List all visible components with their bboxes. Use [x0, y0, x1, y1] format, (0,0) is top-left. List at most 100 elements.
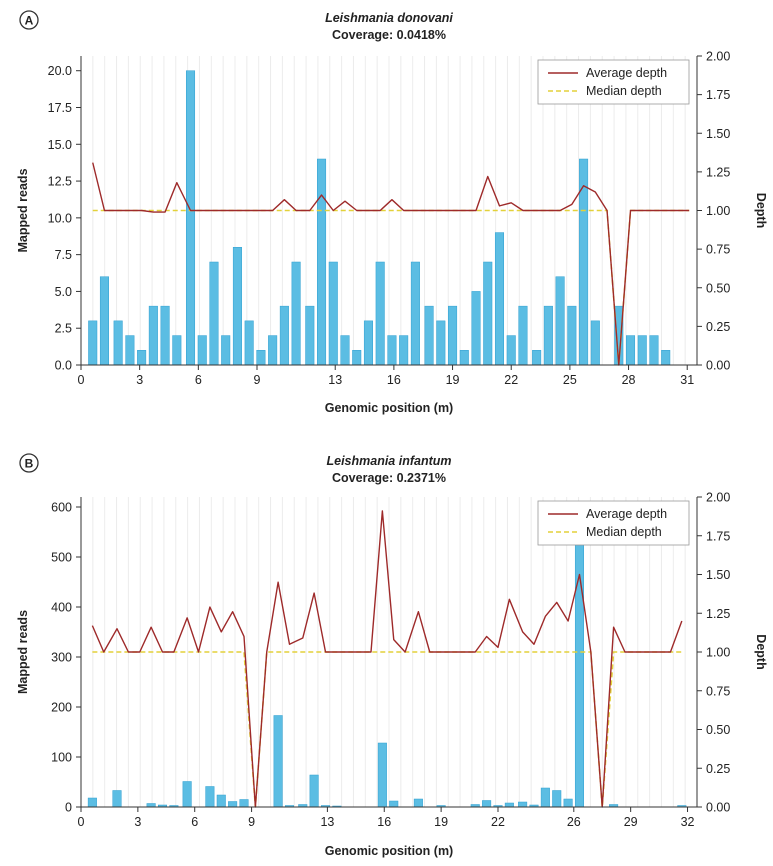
- legend: Average depth Median depth: [537, 500, 690, 546]
- bar: [279, 305, 289, 366]
- bar: [459, 350, 469, 366]
- median-depth-line: [92, 651, 682, 808]
- bar: [482, 800, 492, 808]
- chart-title: Leishmania infantum: [326, 454, 451, 468]
- bar: [574, 519, 585, 808]
- bar: [87, 797, 97, 808]
- chart-subtitle: Coverage: 0.0418%: [332, 28, 446, 42]
- y-right-tick-label: 0.50: [706, 281, 730, 295]
- y-right-tick-label: 1.25: [706, 165, 730, 179]
- y-left-tick-label: 200: [51, 701, 72, 715]
- y-right-tick-label: 1.50: [706, 127, 730, 141]
- bar: [125, 335, 135, 366]
- bar: [377, 742, 387, 808]
- y-right-tick-label: 0.75: [706, 243, 730, 257]
- panel-label: B: [25, 457, 34, 471]
- bar: [413, 798, 423, 808]
- x-tick-label: 25: [563, 373, 577, 387]
- y-right-tick-label: 2.00: [706, 491, 730, 505]
- y-right-tick-label: 0.00: [706, 801, 730, 815]
- x-tick-label: 9: [254, 373, 261, 387]
- bar: [540, 787, 550, 808]
- bar: [309, 774, 319, 808]
- bar-series: [88, 70, 671, 366]
- bar: [363, 320, 373, 366]
- y-left-tick-label: 7.5: [55, 248, 72, 262]
- legend: Average depth Median depth: [537, 59, 690, 105]
- chart-panel-b: B Leishmania infantum Coverage: 0.2371% 0 3 6…: [16, 453, 768, 858]
- x-tick-label: 19: [434, 815, 448, 829]
- bar: [99, 276, 109, 366]
- x-tick-label: 0: [78, 815, 85, 829]
- bar: [518, 305, 528, 366]
- y-left-tick-label: 100: [51, 751, 72, 765]
- x-tick-label: 0: [78, 373, 85, 387]
- bar: [185, 70, 196, 366]
- bar: [209, 261, 219, 366]
- y-left-tick-label: 0: [65, 801, 72, 815]
- legend-box: [537, 500, 690, 546]
- y-axis-label-left: Mapped reads: [16, 168, 30, 252]
- y-right-tick-label: 0.50: [706, 723, 730, 737]
- bar: [340, 335, 350, 366]
- x-tick-label: 31: [680, 373, 694, 387]
- bar: [436, 320, 446, 366]
- bar: [637, 335, 647, 366]
- y-right-tick-label: 1.00: [706, 646, 730, 660]
- y-right-tick-label: 0.00: [706, 359, 730, 373]
- bar: [146, 803, 156, 808]
- y-right-tick-label: 0.25: [706, 320, 730, 334]
- y-right-tick-label: 1.25: [706, 607, 730, 621]
- bar: [387, 335, 397, 366]
- x-tick-label: 32: [681, 815, 695, 829]
- bar: [506, 335, 516, 366]
- legend-label-average: Average depth: [586, 507, 667, 521]
- y-left-tick-label: 2.5: [55, 322, 72, 336]
- bar: [504, 802, 514, 808]
- x-tick-label: 28: [622, 373, 636, 387]
- bar: [328, 261, 338, 366]
- bar: [137, 350, 147, 366]
- bar: [160, 305, 170, 366]
- axes: 0 3 6 9 13 16 19 22 25 28 31 0.0 2.5 5.0 7.5 10.0 12.5 15…: [48, 50, 731, 388]
- average-depth-line: [91, 510, 683, 808]
- bar: [256, 350, 266, 366]
- bar: [625, 335, 636, 366]
- legend-label-median: Median depth: [586, 84, 662, 98]
- x-tick-label: 19: [446, 373, 460, 387]
- x-tick-label: 22: [504, 373, 518, 387]
- bar: [518, 801, 528, 808]
- bar: [239, 799, 249, 808]
- bar: [182, 781, 192, 808]
- y-right-tick-label: 1.75: [706, 88, 730, 102]
- y-right-tick-label: 0.25: [706, 762, 730, 776]
- bar: [483, 261, 493, 366]
- bar: [649, 335, 659, 366]
- chart-title: Leishmania donovani: [325, 11, 453, 25]
- x-tick-label: 6: [191, 815, 198, 829]
- x-tick-label: 13: [320, 815, 334, 829]
- y-axis-label-left: Mapped reads: [16, 610, 30, 694]
- x-axis-label: Genomic position (m): [325, 401, 453, 415]
- x-tick-label: 22: [491, 815, 505, 829]
- x-tick-label: 16: [377, 815, 391, 829]
- bar: [661, 350, 671, 366]
- bar: [494, 232, 505, 366]
- y-left-tick-label: 17.5: [48, 101, 72, 115]
- panel-label-circle: [19, 10, 39, 30]
- x-tick-label: 9: [248, 815, 255, 829]
- average-depth-line: [92, 162, 690, 366]
- bar: [471, 291, 481, 366]
- bar: [399, 335, 409, 366]
- bar: [448, 305, 458, 366]
- bar: [228, 801, 238, 808]
- x-tick-label: 16: [387, 373, 401, 387]
- bar: [352, 350, 362, 366]
- bar: [205, 786, 215, 808]
- bar: [88, 320, 98, 366]
- legend-label-average: Average depth: [586, 66, 667, 80]
- panel-label-circle: [19, 453, 39, 473]
- bar: [232, 247, 242, 366]
- y-left-tick-label: 500: [51, 551, 72, 565]
